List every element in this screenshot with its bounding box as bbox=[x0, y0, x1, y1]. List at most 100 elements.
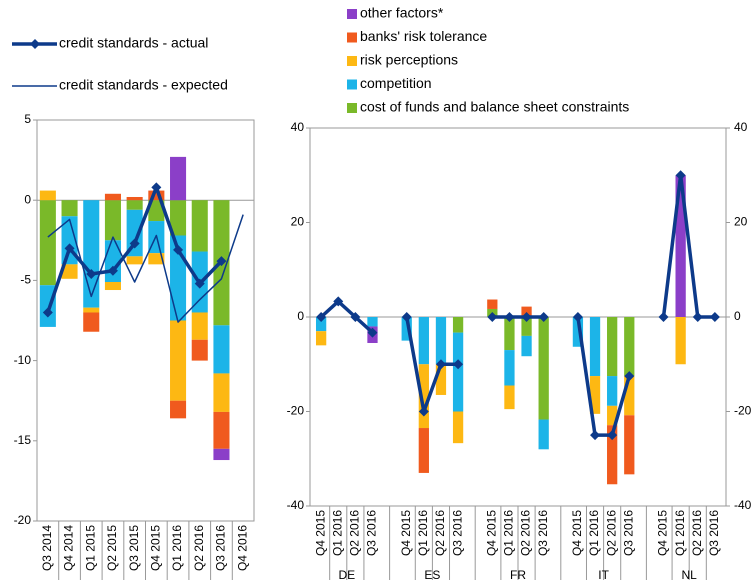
marker bbox=[658, 312, 669, 322]
y-tick-label: -5 bbox=[20, 273, 31, 287]
bar-segment bbox=[148, 253, 165, 265]
bar-segment bbox=[170, 156, 187, 201]
marker bbox=[435, 359, 446, 370]
legend-swatch bbox=[347, 56, 357, 66]
bar-segment bbox=[504, 350, 515, 386]
legend-marker bbox=[30, 39, 40, 49]
marker bbox=[487, 312, 498, 322]
line bbox=[576, 316, 631, 437]
bar-segment bbox=[39, 190, 56, 201]
x-tick-label: Q3 2016 bbox=[214, 525, 228, 571]
marker bbox=[316, 312, 327, 322]
marker bbox=[86, 268, 97, 279]
marker bbox=[333, 296, 344, 307]
x-tick-label: Q2 2016 bbox=[192, 525, 206, 571]
x-tick-label: Q4 2016 bbox=[235, 525, 249, 571]
bar-segment bbox=[589, 317, 601, 377]
x-tick-label: Q3 2016 bbox=[536, 510, 550, 556]
x-tick-label: Q2 2016 bbox=[433, 510, 447, 556]
bar-segment bbox=[213, 325, 230, 374]
x-tick-label: Q1 2016 bbox=[330, 510, 344, 556]
x-tick-label: Q1 2016 bbox=[502, 510, 516, 556]
x-tick-label: Q2 2016 bbox=[519, 510, 533, 556]
bar-segment bbox=[452, 317, 464, 333]
group-label: NL bbox=[682, 568, 698, 580]
marker bbox=[675, 170, 686, 181]
x-tick-label: Q2 2015 bbox=[105, 525, 119, 571]
marker bbox=[538, 312, 549, 322]
marker bbox=[624, 371, 635, 382]
x-tick-label: Q3 2016 bbox=[450, 510, 464, 556]
x-tick-label: Q3 2016 bbox=[707, 510, 721, 556]
x-tick-label: Q4 2015 bbox=[149, 525, 163, 571]
bar-segment bbox=[624, 317, 635, 377]
marker bbox=[590, 430, 601, 441]
marker bbox=[572, 312, 583, 322]
bar-segment bbox=[675, 175, 686, 317]
bar-segment bbox=[538, 419, 549, 450]
y2-tick-label: 0 bbox=[734, 309, 741, 323]
marker bbox=[692, 312, 703, 322]
bar-segment bbox=[487, 299, 498, 309]
legend-swatch bbox=[347, 32, 357, 43]
bar-segment bbox=[452, 411, 464, 444]
marker bbox=[607, 430, 618, 441]
bar-segment bbox=[452, 332, 464, 412]
bar-segment bbox=[39, 200, 56, 286]
bar-segment bbox=[607, 317, 618, 377]
legend-label: competition bbox=[360, 75, 432, 91]
bar-segment bbox=[315, 331, 327, 346]
marker bbox=[151, 182, 162, 193]
marker bbox=[194, 278, 205, 289]
group-label: ES bbox=[424, 568, 440, 580]
marker bbox=[129, 238, 140, 249]
legend-swatch bbox=[347, 9, 357, 19]
legend-label: credit standards - expected bbox=[59, 77, 228, 93]
x-tick-label: Q1 2016 bbox=[170, 525, 184, 571]
bar-segment bbox=[126, 209, 143, 257]
x-tick-label: Q3 2015 bbox=[127, 525, 141, 571]
y-tick-label: -15 bbox=[14, 433, 32, 447]
group-label: IT bbox=[598, 568, 609, 580]
bar-segment bbox=[607, 425, 618, 485]
bar-segment bbox=[126, 200, 143, 210]
bar-segment bbox=[213, 373, 230, 412]
x-tick-label: Q4 2015 bbox=[399, 510, 413, 556]
bar-segment bbox=[607, 376, 618, 406]
x-tick-label: Q2 2016 bbox=[604, 510, 618, 556]
marker bbox=[504, 312, 515, 322]
line bbox=[47, 214, 244, 323]
y2-tick-label: -40 bbox=[734, 498, 752, 512]
line bbox=[661, 173, 715, 319]
x-tick-label: Q1 2016 bbox=[587, 510, 601, 556]
y-tick-label: -40 bbox=[287, 498, 305, 512]
bar-segment bbox=[104, 193, 121, 201]
marker bbox=[42, 307, 53, 318]
bar-segment bbox=[521, 306, 532, 317]
bar-segment bbox=[104, 282, 121, 291]
bar-segment bbox=[418, 317, 429, 365]
bar-segment bbox=[624, 376, 635, 416]
bar-segment bbox=[170, 400, 187, 419]
marker bbox=[64, 243, 75, 254]
bar-segment bbox=[418, 428, 429, 473]
bar-segment bbox=[504, 317, 515, 351]
bar-segment bbox=[315, 317, 327, 332]
legend-label: other factors* bbox=[360, 5, 444, 21]
bar-segment bbox=[213, 411, 230, 449]
x-tick-label: Q4 2014 bbox=[62, 525, 76, 571]
bar-segment bbox=[83, 307, 100, 313]
legend-label: risk perceptions bbox=[360, 52, 458, 68]
x-tick-label: Q2 2016 bbox=[348, 510, 362, 556]
bar-segment bbox=[589, 376, 601, 414]
y-tick-label: 5 bbox=[24, 112, 31, 126]
y-tick-label: 0 bbox=[24, 192, 31, 206]
bar-segment bbox=[367, 317, 378, 327]
y-tick-label: 40 bbox=[291, 120, 305, 134]
bar-segment bbox=[504, 385, 515, 410]
bar-segment bbox=[213, 448, 230, 461]
legend-swatch bbox=[347, 103, 357, 113]
bar-segment bbox=[401, 317, 412, 341]
bar-segment bbox=[435, 364, 447, 395]
marker bbox=[521, 312, 532, 322]
